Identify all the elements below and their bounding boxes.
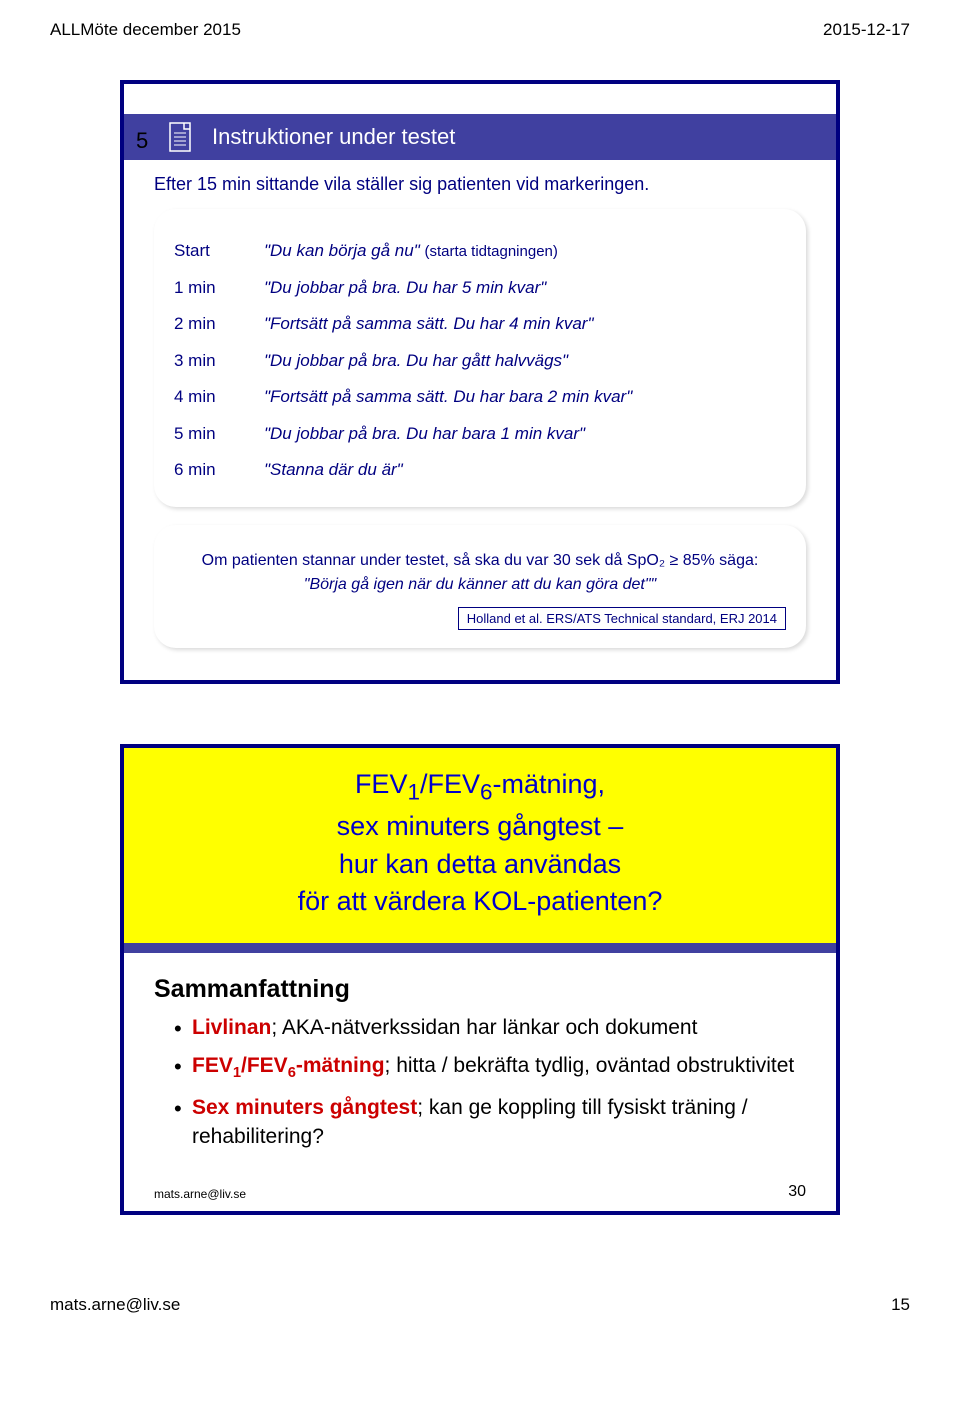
summary-item: Sex minuters gångtest; kan ge koppling t… [174, 1094, 806, 1151]
page-footer: mats.arne@liv.se 15 [50, 1295, 910, 1315]
inst-text: "Stanna där du är" [264, 452, 786, 489]
inst-row: 4 min "Fortsätt på samma sätt. Du har ba… [174, 379, 786, 416]
header-left: ALLMöte december 2015 [50, 20, 241, 40]
header-right: 2015-12-17 [823, 20, 910, 40]
slide-2-title-box: FEV1/FEV6-mätning, sex minuters gångtest… [124, 748, 836, 943]
inst-row: 2 min "Fortsätt på samma sätt. Du har 4 … [174, 306, 786, 343]
document-icon [168, 121, 196, 153]
summary-list: Livlinan; AKA-nätverkssidan har länkar o… [154, 1014, 806, 1151]
page: ALLMöte december 2015 2015-12-17 5 Instr… [0, 0, 960, 1345]
inst-text: "Fortsätt på samma sätt. Du har 4 min kv… [264, 306, 786, 343]
inst-text: "Du jobbar på bra. Du har bara 1 min kva… [264, 416, 786, 453]
inst-time: 3 min [174, 343, 264, 380]
slide-2-divider [124, 943, 836, 953]
slide-1-header: Instruktioner under testet [124, 114, 836, 160]
inst-row: Start "Du kan börja gå nu" (starta tidta… [174, 233, 786, 270]
slide-1-title: Instruktioner under testet [212, 124, 455, 150]
slide-1-body: Efter 15 min sittande vila ställer sig p… [124, 160, 836, 680]
slide-2-footer-right: 30 [788, 1183, 806, 1201]
footer-note: Om patienten stannar under testet, så sk… [174, 549, 786, 597]
inst-time: Start [174, 233, 264, 270]
slide-number: 5 [136, 128, 148, 154]
footer-right: 15 [891, 1295, 910, 1315]
inst-row: 6 min "Stanna där du är" [174, 452, 786, 489]
instructions-box: Start "Du kan börja gå nu" (starta tidta… [154, 209, 806, 507]
slide-1-subtitle: Efter 15 min sittande vila ställer sig p… [154, 174, 806, 195]
slide-2-body: Sammanfattning Livlinan; AKA-nätverkssid… [124, 953, 836, 1211]
inst-row: 1 min "Du jobbar på bra. Du har 5 min kv… [174, 270, 786, 307]
inst-row: 3 min "Du jobbar på bra. Du har gått hal… [174, 343, 786, 380]
inst-text: "Du jobbar på bra. Du har gått halvvägs" [264, 343, 786, 380]
reference: Holland et al. ERS/ATS Technical standar… [458, 607, 786, 630]
inst-time: 6 min [174, 452, 264, 489]
slide-1: 5 Instruktioner under testet Efter 15 mi… [120, 80, 840, 684]
slide-2-title-line: FEV1/FEV6-mätning, [144, 766, 816, 808]
footer-box: Om patienten stannar under testet, så sk… [154, 525, 806, 648]
inst-time: 5 min [174, 416, 264, 453]
inst-text: "Du kan börja gå nu" (starta tidtagninge… [264, 233, 786, 270]
summary-highlight: Sex minuters gångtest [192, 1096, 417, 1119]
slide-2-title-line: för att värdera KOL-patienten? [144, 883, 816, 921]
slide-2: FEV1/FEV6-mätning, sex minuters gångtest… [120, 744, 840, 1215]
summary-item: FEV1/FEV6-mätning; hitta / bekräfta tydl… [174, 1052, 806, 1084]
slide-2-title-line: sex minuters gångtest – [144, 808, 816, 846]
inst-time: 2 min [174, 306, 264, 343]
inst-time: 1 min [174, 270, 264, 307]
slide-2-footer-left: mats.arne@liv.se [154, 1187, 246, 1201]
summary-highlight: FEV1/FEV6-mätning [192, 1054, 385, 1077]
slide-2-title-line: hur kan detta användas [144, 846, 816, 884]
inst-text: "Fortsätt på samma sätt. Du har bara 2 m… [264, 379, 786, 416]
inst-row: 5 min "Du jobbar på bra. Du har bara 1 m… [174, 416, 786, 453]
summary-heading: Sammanfattning [154, 975, 806, 1004]
page-header: ALLMöte december 2015 2015-12-17 [50, 20, 910, 40]
summary-highlight: Livlinan [192, 1016, 271, 1039]
footer-left: mats.arne@liv.se [50, 1295, 180, 1315]
inst-text: "Du jobbar på bra. Du har 5 min kvar" [264, 270, 786, 307]
summary-item: Livlinan; AKA-nätverkssidan har länkar o… [174, 1014, 806, 1042]
inst-time: 4 min [174, 379, 264, 416]
